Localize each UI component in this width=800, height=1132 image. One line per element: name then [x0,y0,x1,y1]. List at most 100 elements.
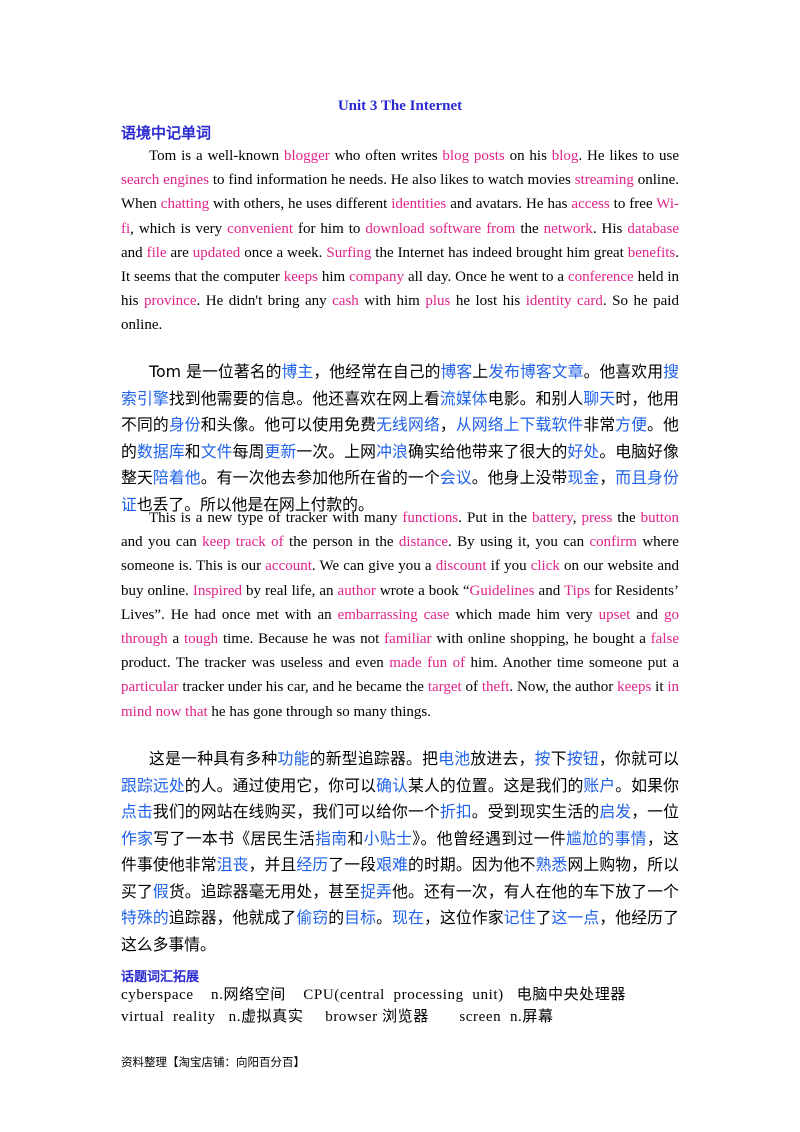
text-run: ，这位作家 [423,908,504,927]
text-run: 网上购物，所以买了 [121,855,679,901]
highlighted-term: author [337,582,376,599]
highlighted-term: false [650,631,679,648]
highlighted-term: 陪着他 [152,468,201,487]
text-run: ，他经历了这么多事情。 [121,908,679,954]
text-run: 上 [472,362,489,381]
highlighted-term: account [265,558,312,575]
highlighted-term: 数据库 [136,441,185,461]
text-run: . By using it, you can [448,534,590,551]
text-run: and you can [121,534,203,551]
text-run: the person in the [283,534,399,551]
highlighted-term: keeps [283,269,318,286]
text-run: once a week. [240,244,327,261]
text-run: him. Another time someone put a [465,655,679,672]
chinese-passage-2: 这是一种具有多种功能的新型追踪器。把电池放进去，按下按钮，你就可以跟踪远处的人。… [121,746,679,958]
text-run: ，这件事使他非常 [121,828,679,875]
highlighted-term: 更新 [264,441,297,461]
highlighted-term: chatting [160,196,210,213]
text-run: 一次。上网 [296,441,377,461]
text-run: to find information he needs. He also li… [208,172,575,189]
text-run: by real life, an [241,582,338,599]
highlighted-term: 无线网络 [376,415,440,434]
highlighted-term: 小贴士 [363,828,413,848]
highlighted-term: plus [425,293,451,310]
text-run: 和头像。他可以使用免费 [200,415,377,434]
highlighted-term: identity card [525,293,603,310]
text-run: , which is very [130,220,228,237]
vocab-line-2: virtual reality n.虚拟真实 browser 浏览器 scree… [121,1009,554,1025]
text-run: product. The tracker was useless and eve… [121,655,390,672]
text-run: are [166,244,193,261]
text-run: 也丢了。所以他是在网上付款的。 [136,494,374,514]
text-run: he lost his [450,293,526,310]
highlighted-term: cash [332,293,359,310]
text-run: for him to [292,220,366,237]
text-run: of [461,679,482,696]
text-run: 下 [550,749,567,768]
highlighted-term: 沮丧 [216,855,249,874]
highlighted-term: 按钮 [566,749,599,768]
highlighted-term: 现金 [567,468,600,487]
text-run: 电影。和别人 [487,388,584,408]
text-run: 他。还有一次，有人在他的车下放了一个 [392,881,679,901]
english-passage-1: Tom is a well-known blogger who often wr… [121,144,679,338]
text-run: This is a new type of tracker with many [149,510,403,526]
highlighted-term: 尴尬的事情 [566,828,647,848]
highlighted-term: download software [365,220,482,237]
text-run: 非常 [583,415,616,434]
highlighted-term: identities [391,196,447,213]
highlighted-term: particular [121,679,179,696]
highlighted-term: 目标 [344,908,377,927]
highlighted-term: 博客 [440,362,473,381]
highlighted-term: 身份 [168,415,201,434]
highlighted-term: button [640,510,679,526]
text-run: held in his [121,269,680,310]
highlighted-term: made fun of [389,655,466,672]
highlighted-term: 确认 [376,775,409,795]
highlighted-term: Tips [563,582,591,599]
highlighted-term: access [571,196,610,213]
highlighted-term: database [627,220,680,237]
highlighted-term: familiar [384,631,432,648]
highlighted-term: 从网络上下载软件 [455,415,584,434]
text-run: the Internet has indeed brought him grea… [371,244,628,261]
page-title: Unit 3 The Internet [337,98,463,114]
text-run: the [515,220,544,237]
text-run: ，你就可以 [598,749,679,768]
highlighted-term: click [530,558,560,575]
text-run: with others, he uses different [209,196,392,213]
highlighted-term: keep track of [202,534,284,551]
text-run: . Put in the [458,510,533,526]
text-run: ， [599,468,616,487]
highlighted-term: tough [183,631,219,648]
highlighted-term: 好处 [567,441,600,461]
text-run: to free [609,196,657,213]
highlighted-term: 博主 [281,362,314,381]
highlighted-term: Wi-fi [121,196,680,237]
text-run: . He likes to use [578,148,679,164]
text-run: Tom is a well-known [149,148,284,164]
text-run: 。如果你 [615,775,679,795]
text-run: 写了一本书《居民生活 [153,828,316,848]
highlighted-term: 跟踪远处 [121,775,185,795]
highlighted-term: streaming [574,172,634,189]
text-run: 的时期。因为他不 [408,855,536,874]
highlighted-term: 会议 [439,468,472,487]
text-run: on our website and buy online. [121,558,679,599]
highlighted-term: in mind now that [121,679,680,720]
text-run: with online shopping, he bought a [431,631,651,648]
highlighted-term: blog [551,148,579,164]
highlighted-term: upset [598,606,631,623]
text-run: a [167,631,184,648]
text-run: . It seems that the computer [121,244,679,286]
text-run: 货。追踪器毫无用处，甚至 [168,881,361,901]
highlighted-term: theft [481,679,510,696]
text-run: . He didn't bring any [196,293,333,310]
footer-note: 资料整理【淘宝店铺：向阳百分百】 [121,1055,305,1069]
highlighted-term: company [349,269,405,286]
highlighted-term: file [146,244,167,261]
text-run: . We can give you a [311,558,436,575]
text-run: online. When [121,172,679,213]
text-run: he has gone through so many things. [207,703,431,720]
highlighted-term: 电池 [438,749,471,768]
